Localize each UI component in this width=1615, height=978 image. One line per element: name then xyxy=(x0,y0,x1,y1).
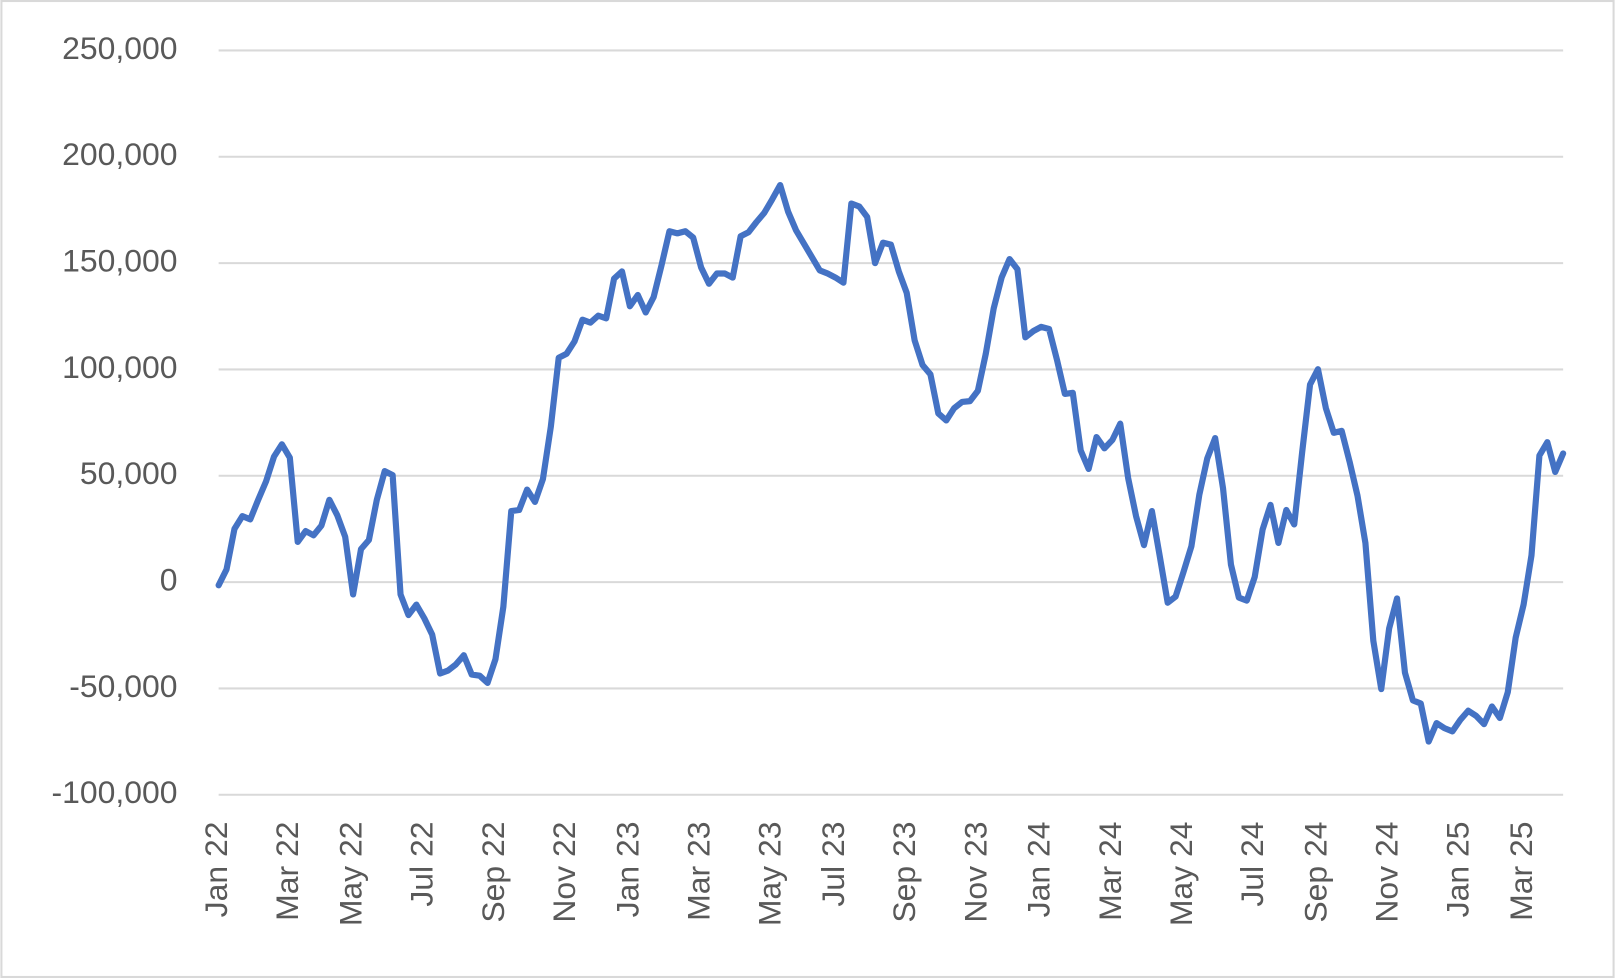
x-tick-label: Mar 25 xyxy=(1503,822,1539,921)
x-tick-label: Sep 24 xyxy=(1297,822,1333,923)
x-tick-label: Jul 24 xyxy=(1234,822,1270,907)
x-tick-label: May 22 xyxy=(333,822,369,927)
x-tick-label: Jan 22 xyxy=(198,822,234,918)
x-tick-label: Nov 22 xyxy=(546,822,582,923)
x-tick-label: Mar 22 xyxy=(269,822,305,921)
x-tick-label: Mar 23 xyxy=(680,822,716,921)
data-line xyxy=(215,181,1567,745)
x-tick-label: Nov 23 xyxy=(957,822,993,923)
y-tick-label: 0 xyxy=(160,562,178,598)
x-tick-label: Jan 24 xyxy=(1021,822,1057,918)
y-tick-label: -100,000 xyxy=(51,774,177,810)
x-tick-label: Jul 23 xyxy=(815,822,851,907)
y-tick-label: 250,000 xyxy=(62,30,177,66)
x-tick-label: Nov 24 xyxy=(1369,822,1405,923)
x-tick-label: May 24 xyxy=(1163,822,1199,927)
x-tick-label: Jan 23 xyxy=(609,822,645,918)
x-tick-label: Jul 22 xyxy=(404,822,440,907)
y-tick-label: 200,000 xyxy=(62,136,177,172)
x-tick-label: Mar 24 xyxy=(1092,822,1128,921)
x-tick-label: Sep 22 xyxy=(475,822,511,923)
x-tick-label: Jan 25 xyxy=(1440,822,1476,918)
y-tick-label: 150,000 xyxy=(62,243,177,279)
x-tick-label: May 23 xyxy=(752,822,788,927)
x-tick-label: Sep 23 xyxy=(886,822,922,923)
y-tick-label: 100,000 xyxy=(62,349,177,385)
y-tick-label: -50,000 xyxy=(69,668,177,704)
y-tick-label: 50,000 xyxy=(80,455,178,491)
